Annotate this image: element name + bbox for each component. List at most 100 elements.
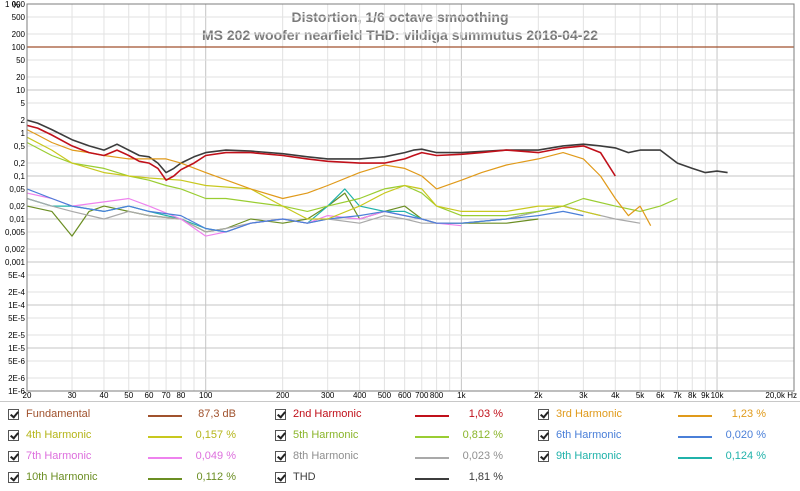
x-tick-label: 50 [124,391,133,400]
legend-value: 0,124 % [725,450,766,462]
legend-value: 1,03 % [468,408,503,420]
y-tick-label: 0,02 [9,202,25,211]
x-tick-label: 9k [701,391,710,400]
legend-item-4th-harmonic: 4th Harmonic 0,157 % [0,426,266,448]
legend-value: 0,112 % [196,471,236,483]
y-tick-label: 5E-4 [8,271,25,280]
y-tick-label: 0,001 [5,258,26,267]
x-tick-label: 1k [457,391,466,400]
y-tick-label: 1E-4 [8,301,25,310]
legend-value: 0,812 % [462,429,503,441]
y-tick-label: 1 000 [5,0,26,9]
legend-label: 8th Harmonic [293,450,359,462]
y-tick-label: 0,1 [14,172,26,181]
legend-label: Fundamental [26,408,91,420]
x-tick-label: 100 [199,391,213,400]
chart-subtitle: MS 202 woofer nearfield THD: vildiga sum… [202,27,598,43]
checkbox-8th-harmonic[interactable] [275,451,286,462]
y-tick-label: 10 [16,86,25,95]
y-tick-label: 100 [12,43,26,52]
x-tick-label: 20 [23,391,32,400]
x-tick-label: 70 [162,391,171,400]
checkbox-fundamental[interactable] [8,409,19,420]
x-tick-label: 8k [688,391,697,400]
y-tick-label: 0,2 [14,159,26,168]
legend-row: Fundamental 87,3 dB 2nd Harmonic 1,03 % … [0,405,800,427]
legend-item-9th-harmonic: 9th Harmonic 0,124 % [530,447,796,469]
x-tick-label: 3k [579,391,588,400]
legend-swatch [678,436,712,438]
legend-swatch [415,457,449,459]
checkbox-3rd-harmonic[interactable] [538,409,549,420]
y-tick-label: 200 [12,30,26,39]
legend-label: 5th Harmonic [293,429,359,441]
legend-item-thd: THD 1,81 % [267,468,533,490]
checkbox-2nd-harmonic[interactable] [275,409,286,420]
series-lines [26,46,794,237]
x-tick-label: 30 [68,391,77,400]
x-tick-label: 800 [430,391,444,400]
x-tick-label: 300 [321,391,335,400]
legend-item-6th-harmonic: 6th Harmonic 0,020 % [530,426,796,448]
legend-swatch [678,457,712,459]
x-tick-label: 4k [611,391,620,400]
legend-panel: Fundamental 87,3 dB 2nd Harmonic 1,03 % … [0,401,800,491]
checkbox-7th-harmonic[interactable] [8,451,19,462]
y-tick-label: 2E-5 [8,331,25,340]
y-tick-label: 1E-5 [8,344,25,353]
series-line-2nd-harmonic [26,124,616,181]
legend-value: 1,23 % [731,408,766,420]
y-tick-label: 0,5 [14,142,26,151]
x-tick-label: 6k [656,391,665,400]
legend-row: 4th Harmonic 0,157 % 5th Harmonic 0,812 … [0,426,800,448]
x-tick-label: 200 [276,391,290,400]
legend-item-2nd-harmonic: 2nd Harmonic 1,03 % [267,405,533,427]
y-tick-label: 1 [21,129,26,138]
x-tick-label: 40 [100,391,109,400]
x-tick-label: 60 [145,391,154,400]
legend-value: 1,81 % [468,471,503,483]
checkbox-9th-harmonic[interactable] [538,451,549,462]
legend-label: 7th Harmonic [26,450,92,462]
x-axis: 20 30 40 50 60 70 80 100 200 300 400 500 600 700 800 1k… [23,391,725,400]
legend-row: 10th Harmonic 0,112 % THD 1,81 % [0,468,800,490]
y-tick-label: 0,002 [5,245,26,254]
distortion-chart: Distortion, 1/6 octave smoothing MS 202 … [4,0,797,400]
legend-item-10th-harmonic: 10th Harmonic 0,112 % [0,468,266,490]
y-tick-label: 50 [16,56,25,65]
legend-swatch [678,415,712,417]
checkbox-6th-harmonic[interactable] [538,430,549,441]
x-tick-label: 80 [176,391,185,400]
series-line-5th-harmonic [26,141,678,217]
legend-value: 0,020 % [725,429,766,441]
y-tick-label: 2E-6 [8,374,25,383]
legend-row: 7th Harmonic 0,049 % 8th Harmonic 0,023 … [0,447,800,469]
legend-item-5th-harmonic: 5th Harmonic 0,812 % [267,426,533,448]
y-tick-label: 500 [12,13,26,22]
legend-label: 2nd Harmonic [293,408,362,420]
x-unit-label: 20,0k Hz [765,391,797,400]
y-unit-label: % [12,0,20,10]
checkbox-4th-harmonic[interactable] [8,430,19,441]
legend-swatch [148,415,182,417]
x-tick-label: 10k [711,391,725,400]
legend-swatch [148,457,182,459]
legend-value: 0,049 % [195,450,236,462]
checkbox-thd[interactable] [275,472,286,483]
checkbox-10th-harmonic[interactable] [8,472,19,483]
y-tick-label: 5 [21,99,26,108]
x-tick-label: 700 [415,391,429,400]
x-tick-label: 5k [636,391,645,400]
series-line-thd [26,119,728,174]
plot-frame [26,3,795,392]
y-tick-label: 20 [16,73,25,82]
legend-label: THD [293,471,316,483]
y-tick-label: 2E-4 [8,288,25,297]
legend-swatch [415,415,449,417]
x-tick-label: 2k [534,391,543,400]
checkbox-5th-harmonic[interactable] [275,430,286,441]
legend-swatch [415,478,449,480]
y-tick-label: 0,05 [9,185,25,194]
legend-label: 4th Harmonic [26,429,92,441]
y-tick-label: 5E-6 [8,357,25,366]
